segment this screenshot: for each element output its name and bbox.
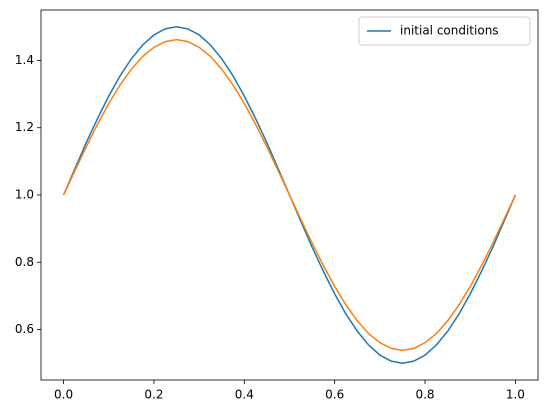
plot-frame [40, 9, 539, 381]
x-tick-label: 0.6 [325, 388, 344, 402]
y-tick-label: 1.2 [15, 120, 34, 134]
legend-box [358, 16, 531, 46]
legend-label: initial conditions [400, 24, 499, 38]
y-tick-label: 0.6 [15, 322, 34, 336]
x-tick-label: 1.0 [506, 388, 525, 402]
line [62, 38, 517, 352]
y-tick-label: 1.0 [15, 188, 34, 202]
x-tick-label: 0.4 [235, 388, 254, 402]
x-tick-label: 0.2 [144, 388, 163, 402]
x-tick-label: 0.8 [415, 388, 434, 402]
y-tick-label: 0.8 [15, 255, 34, 269]
x-tick-label: 0.0 [54, 388, 73, 402]
y-tick-label: 1.4 [15, 53, 34, 67]
